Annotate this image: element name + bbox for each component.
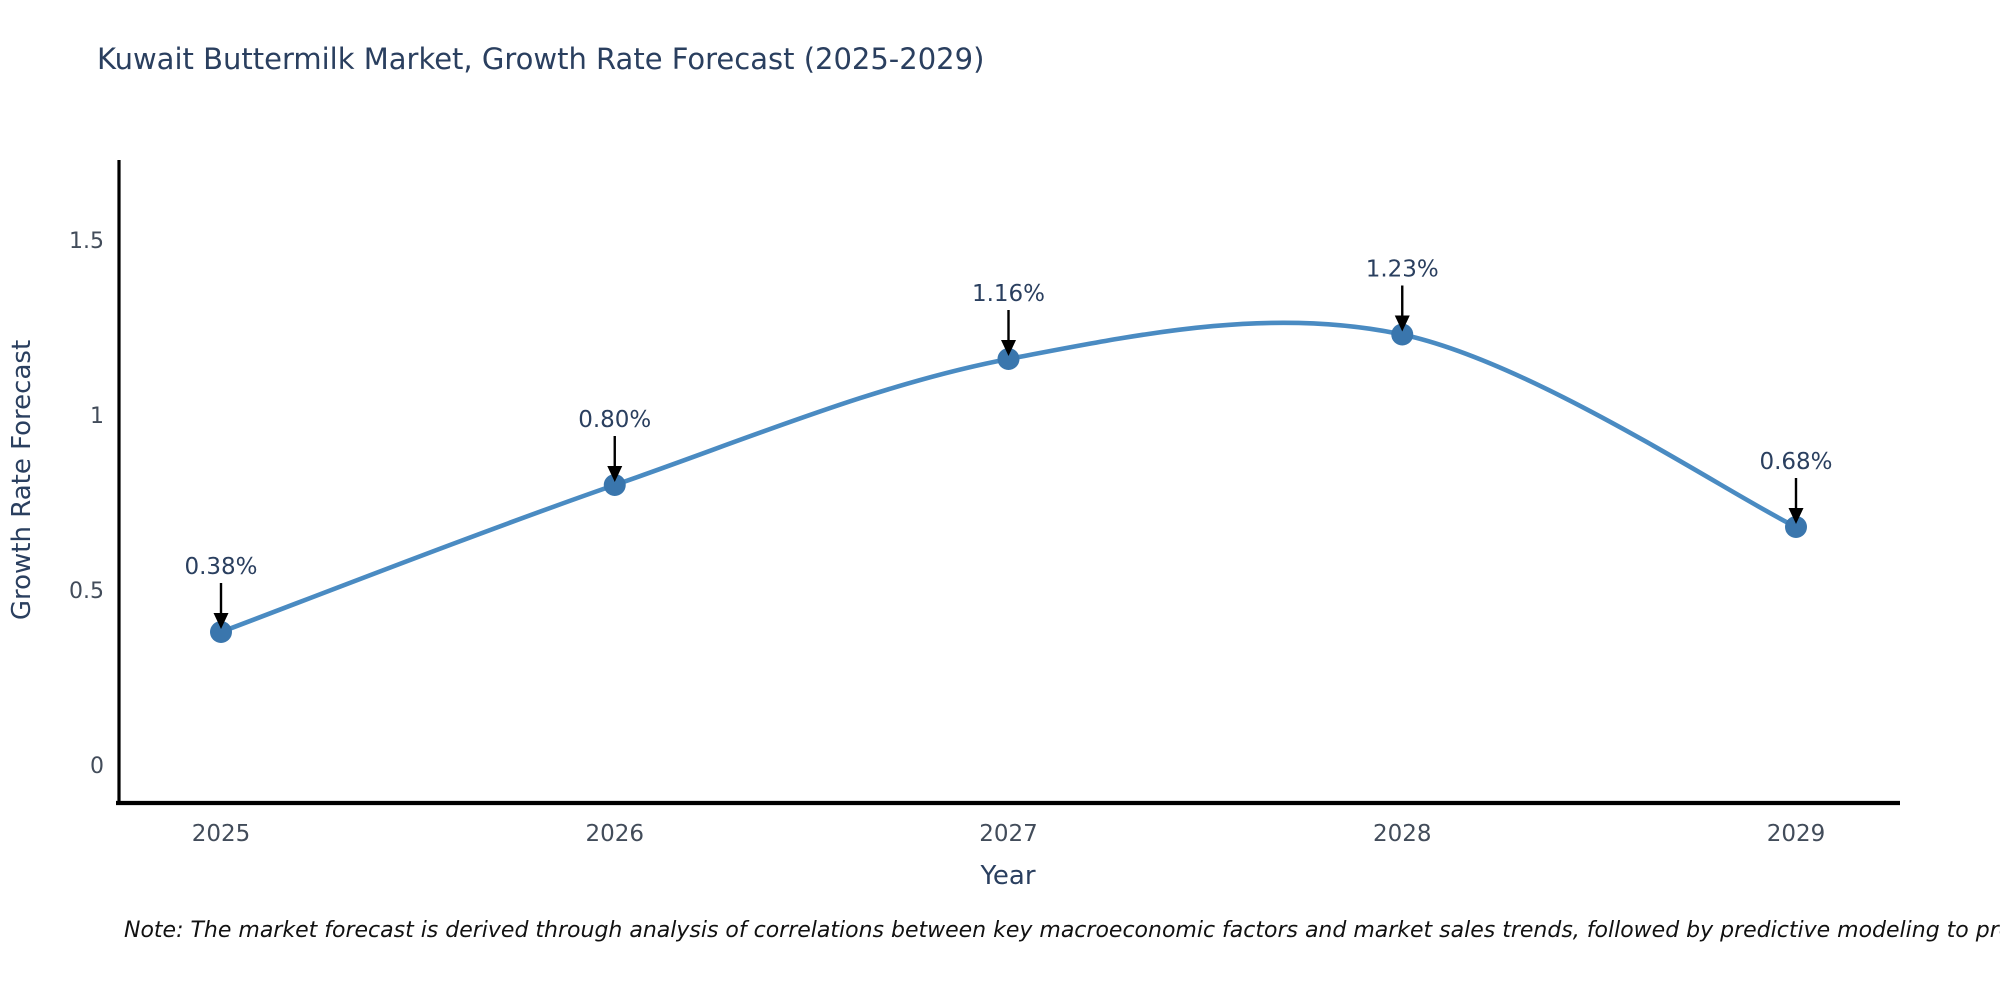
x-tick-label: 2027: [979, 821, 1038, 847]
annotation-label: 1.23%: [1366, 257, 1439, 283]
chart-title: Kuwait Buttermilk Market, Growth Rate Fo…: [97, 42, 985, 76]
y-tick-label: 1: [90, 404, 104, 429]
y-tick-label: 0: [90, 754, 104, 779]
data-point-marker: [1785, 516, 1807, 538]
annotation-label: 0.38%: [184, 554, 257, 580]
x-tick-label: 2028: [1373, 821, 1432, 847]
y-axis-title: Growth Rate Forecast: [7, 340, 37, 620]
annotation-label: 1.16%: [972, 281, 1045, 307]
x-tick-label: 2029: [1767, 821, 1826, 847]
annotation-arrowhead: [607, 466, 623, 482]
annotation-arrowhead: [1394, 315, 1410, 332]
footnote: Note: The market forecast is derived thr…: [124, 918, 2000, 943]
annotation-label: 0.68%: [1759, 449, 1832, 475]
x-axis-title: Year: [979, 861, 1035, 891]
annotation-arrowhead: [1001, 340, 1016, 356]
x-tick-label: 2026: [585, 821, 644, 847]
data-point-marker: [1391, 323, 1414, 346]
annotation-arrowhead: [213, 613, 229, 629]
annotation-label: 0.80%: [578, 407, 651, 433]
data-point-marker: [997, 348, 1020, 370]
data-point-marker: [603, 474, 626, 496]
y-tick-label: 0.5: [69, 579, 104, 604]
data-point-marker: [210, 621, 232, 643]
annotation-arrowhead: [1788, 508, 1804, 524]
x-tick-label: 2025: [192, 821, 251, 847]
y-tick-label: 1.5: [69, 229, 104, 254]
